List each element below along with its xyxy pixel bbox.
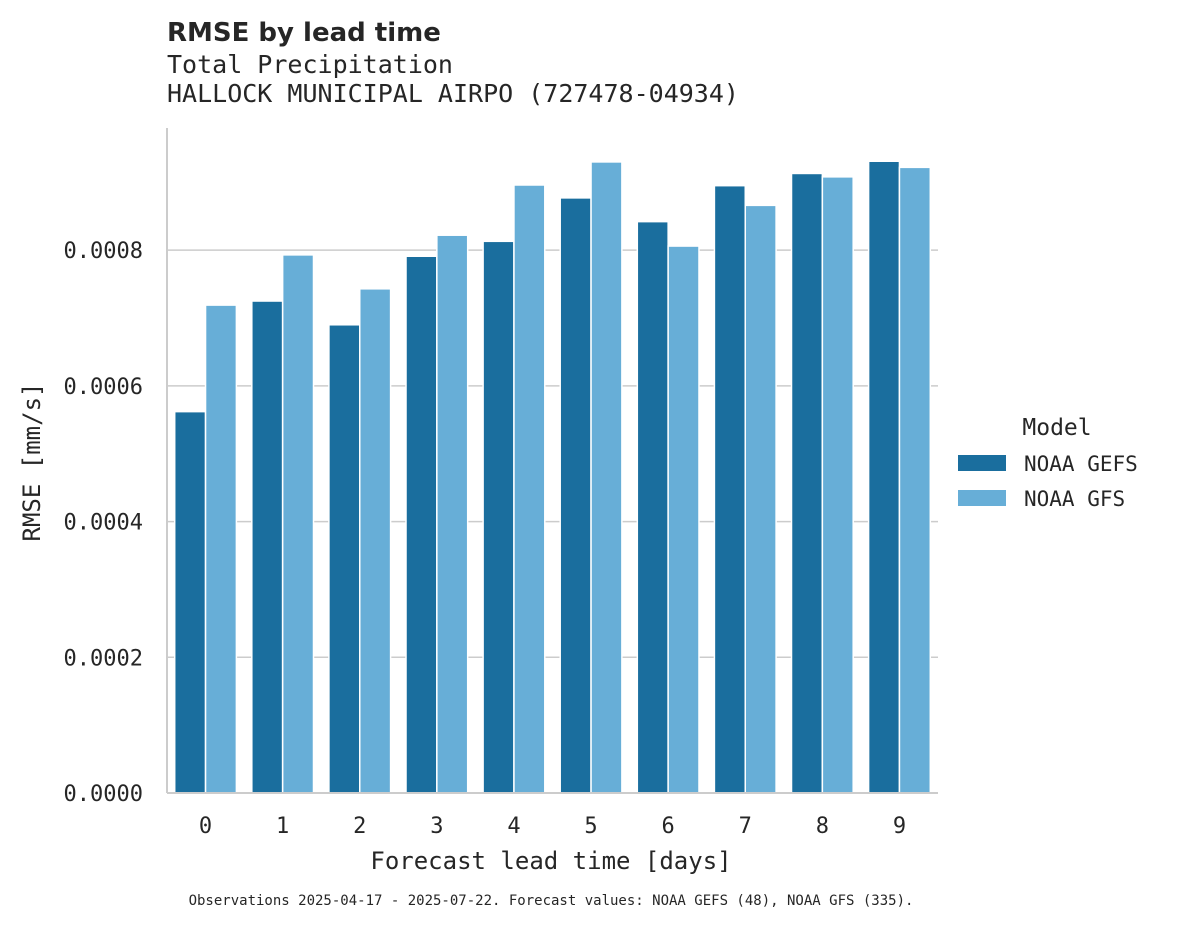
y-tick-label: 0.0000: [64, 782, 143, 807]
bar-gfs-9: [898, 166, 932, 794]
chart-subtitle-station: HALLOCK MUNICIPAL AIRPO (727478-04934): [167, 79, 739, 108]
bar-gfs-5: [590, 161, 623, 794]
x-tick-label: 7: [739, 814, 752, 839]
legend-label-gfs: NOAA GFS: [1024, 487, 1125, 511]
y-tick-label: 0.0006: [64, 375, 143, 400]
bars-group: [173, 160, 932, 794]
x-tick-label: 4: [507, 814, 520, 839]
y-tick-label: 0.0004: [64, 511, 143, 536]
x-tick-label: 2: [353, 814, 366, 839]
bar-gfs-2: [359, 288, 392, 794]
x-axis-label: Forecast lead time [days]: [370, 847, 731, 875]
legend-title: Model: [1022, 415, 1091, 441]
x-tick-label: 0: [199, 814, 212, 839]
bar-gefs-0: [173, 410, 207, 794]
bar-gefs-7: [713, 184, 746, 794]
chart-title: RMSE by lead time: [167, 18, 441, 48]
x-tick-label: 1: [276, 814, 289, 839]
bar-gfs-8: [821, 176, 854, 794]
legend-swatch-gefs: [958, 455, 1006, 471]
bar-gefs-4: [482, 240, 515, 794]
legend-label-gefs: NOAA GEFS: [1024, 452, 1138, 476]
y-tick-label: 0.0002: [64, 646, 143, 671]
x-tick-label: 8: [816, 814, 829, 839]
bar-gefs-2: [328, 324, 361, 794]
legend: Model NOAA GEFS NOAA GFS: [958, 415, 1138, 511]
footnote: Observations 2025-04-17 - 2025-07-22. Fo…: [189, 893, 914, 909]
y-tick-label: 0.0008: [64, 239, 143, 264]
x-tick-label: 3: [430, 814, 443, 839]
legend-swatch-gfs: [958, 490, 1006, 506]
y-axis-label: RMSE [mm/s]: [18, 383, 46, 542]
bar-gfs-7: [744, 204, 777, 794]
y-tick-labels: 0.0000 0.0002 0.0004 0.0006 0.0008: [64, 239, 143, 807]
bar-gfs-3: [436, 234, 469, 794]
bar-gefs-1: [251, 300, 284, 794]
x-tick-label: 6: [662, 814, 675, 839]
bar-gfs-1: [281, 254, 315, 794]
bar-gefs-6: [636, 220, 669, 794]
bar-gfs-4: [513, 184, 546, 794]
x-tick-label: 9: [893, 814, 906, 839]
bar-gfs-0: [204, 304, 238, 794]
bar-gefs-5: [559, 197, 592, 794]
x-tick-label: 5: [584, 814, 597, 839]
chart-subtitle-variable: Total Precipitation: [167, 50, 453, 79]
bar-gefs-8: [790, 172, 824, 794]
bar-gefs-9: [867, 160, 901, 794]
bar-gfs-6: [667, 245, 700, 794]
x-tick-labels: 0 1 2 3 4 5 6 7 8 9: [199, 814, 906, 839]
bar-gefs-3: [405, 255, 438, 794]
